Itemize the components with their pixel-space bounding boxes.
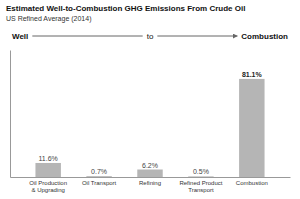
bar — [137, 170, 162, 177]
plot: 11.6% 0.7% 6.2% 0.5% 81.1% Oil Production& Up… — [11, 51, 291, 194]
x-tick: Refined ProductTransport — [179, 177, 222, 193]
data-label: 0.7% — [91, 168, 107, 175]
x-tick-label: Oil Production& Upgrading — [29, 180, 67, 193]
x-tick-label-line: Oil Production — [29, 180, 67, 186]
data-label: 81.1% — [242, 71, 263, 78]
annotation: Well — [12, 32, 28, 41]
x-tick-label-line: Refining — [139, 180, 161, 186]
x-tick-label: Oil Transport — [82, 180, 117, 186]
data-label: 11.6% — [39, 155, 58, 162]
x-tick: Oil Production& Upgrading — [29, 177, 67, 193]
x-tick-label-line: Refined Product — [179, 180, 222, 186]
annotation: Combustion — [241, 32, 288, 41]
bars — [35, 79, 264, 177]
x-tick: Refining — [139, 177, 161, 186]
y-axis-line — [10, 51, 11, 178]
chart: Estimated Well-to-Combustion GHG Emissio… — [0, 0, 300, 199]
x-tick-label: Refining — [139, 180, 161, 186]
subtitle: US Refined Average (2014) — [6, 15, 91, 23]
title: Estimated Well-to-Combustion GHG Emissio… — [6, 4, 245, 13]
bar — [239, 79, 264, 177]
flow-line — [32, 36, 142, 37]
x-tick: Oil Transport — [82, 177, 117, 186]
flow-arrow — [157, 36, 237, 37]
x-tick-label-line: Transport — [188, 187, 214, 193]
x-tick-label-line: Oil Transport — [82, 180, 117, 186]
y-axis — [10, 51, 11, 178]
bar — [35, 163, 60, 177]
bar — [86, 176, 111, 177]
data-label: 6.2% — [142, 162, 158, 169]
bar — [188, 176, 213, 177]
x-tick-label-line: & Upgrading — [32, 187, 65, 193]
x-tick-label-line: Combustion — [236, 180, 268, 186]
annotation: to — [147, 32, 154, 41]
x-tick: Combustion — [236, 177, 268, 186]
x-tick-label: Combustion — [236, 180, 268, 186]
x-tick-label: Refined ProductTransport — [179, 180, 222, 193]
x-axis: Oil Production& Upgrading Oil Transport Re… — [11, 177, 291, 193]
x-axis-line — [11, 177, 291, 178]
data-label: 0.5% — [193, 168, 209, 175]
